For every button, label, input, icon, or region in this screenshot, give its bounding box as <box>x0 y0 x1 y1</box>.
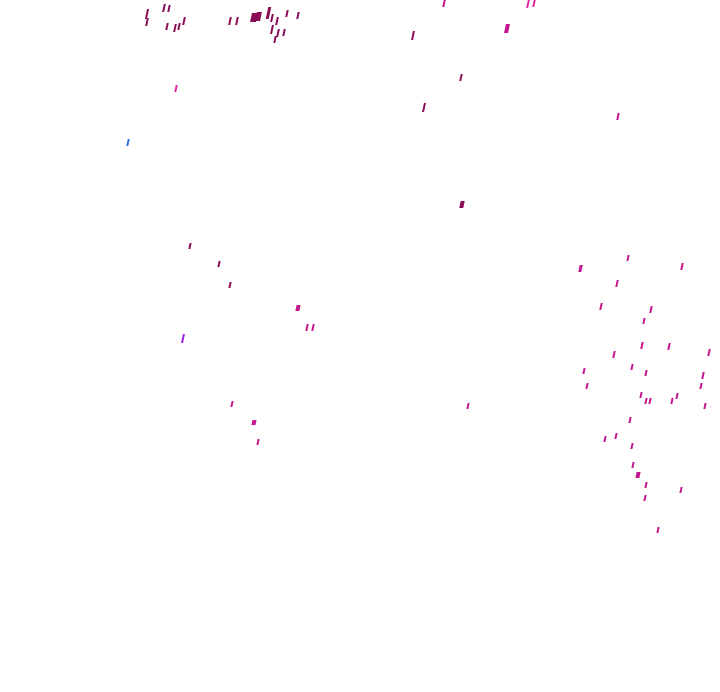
mark <box>639 392 643 398</box>
mark <box>630 364 634 370</box>
mark <box>701 372 705 379</box>
mark <box>459 74 463 81</box>
mark <box>643 495 647 501</box>
mark <box>305 324 309 331</box>
mark <box>165 23 169 30</box>
mark <box>162 4 166 12</box>
mark <box>285 10 289 17</box>
mark <box>699 383 703 389</box>
mark <box>642 318 646 324</box>
mark <box>680 263 684 270</box>
mark <box>174 85 178 92</box>
mark <box>270 14 274 22</box>
mark <box>628 417 632 423</box>
mark <box>282 29 286 36</box>
mark <box>599 303 603 310</box>
mark <box>217 261 221 267</box>
mark <box>630 443 634 449</box>
mark <box>644 398 648 404</box>
mark <box>648 398 652 404</box>
mark <box>228 282 232 288</box>
mark <box>167 5 171 12</box>
mark <box>603 436 607 442</box>
mark <box>276 29 280 37</box>
mark <box>679 487 683 493</box>
mark <box>270 25 274 34</box>
mark <box>181 334 185 343</box>
mark <box>228 17 232 25</box>
mark <box>177 23 181 30</box>
mark <box>411 31 415 40</box>
mark <box>703 403 707 409</box>
mark <box>466 403 470 409</box>
mark <box>532 0 536 7</box>
mark <box>644 370 648 376</box>
mark <box>656 527 660 533</box>
mark <box>256 439 260 445</box>
mark <box>616 113 620 120</box>
mark <box>649 306 653 313</box>
mark <box>615 280 619 287</box>
mark <box>311 324 315 331</box>
mark <box>626 255 630 261</box>
mark <box>675 393 679 399</box>
mark <box>265 7 272 19</box>
mark <box>640 342 644 349</box>
mark <box>526 0 530 8</box>
mark <box>631 462 635 468</box>
mark <box>273 36 277 43</box>
mark <box>459 201 465 208</box>
mark <box>296 12 300 19</box>
mark <box>442 0 446 7</box>
mark <box>251 420 257 425</box>
mark <box>145 18 149 26</box>
mark <box>230 401 234 407</box>
mark <box>585 383 589 389</box>
mark <box>707 349 711 356</box>
mark <box>275 17 279 25</box>
mark <box>182 17 186 25</box>
mark <box>614 433 618 439</box>
mark <box>235 17 239 25</box>
mark <box>422 103 426 112</box>
mark <box>255 12 262 21</box>
mark <box>126 139 130 146</box>
mark <box>612 351 616 358</box>
mark <box>173 24 177 32</box>
mark <box>644 482 648 488</box>
mark <box>578 265 583 272</box>
mark <box>144 9 150 19</box>
mark <box>504 24 510 33</box>
mark <box>295 305 301 311</box>
mark <box>582 368 586 374</box>
mark <box>635 472 641 478</box>
mark <box>667 343 671 350</box>
mark <box>670 398 674 404</box>
mark <box>188 243 192 249</box>
